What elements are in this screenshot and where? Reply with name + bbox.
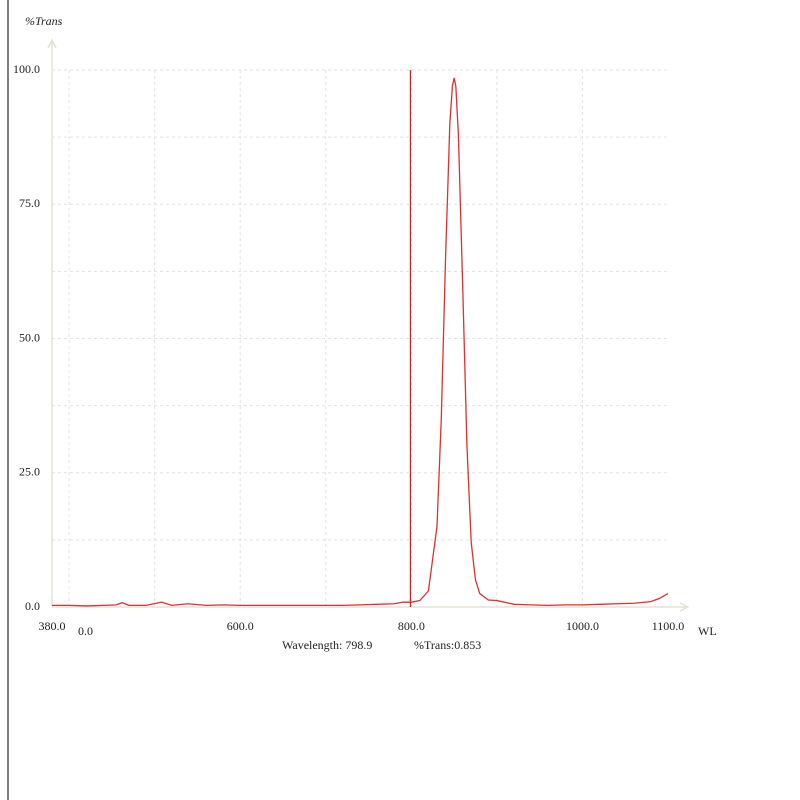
x-tick-label: 1100.0	[652, 619, 685, 633]
spectrum-line	[52, 77, 669, 607]
x-tick-label: 1000.0	[566, 619, 599, 633]
y-axis-label: %Trans	[25, 14, 63, 28]
origin-label: 0.0	[78, 624, 93, 638]
x-tick-label: 380.0	[39, 619, 66, 633]
cursor-wavelength: Wavelength: 798.9	[282, 638, 372, 652]
x-tick-label: 600.0	[227, 619, 254, 633]
y-tick-label: 50.0	[19, 330, 40, 344]
y-tick-label: 25.0	[19, 465, 40, 479]
axes	[47, 38, 690, 612]
y-tick-label: 75.0	[19, 196, 40, 210]
x-tick-label: 800.0	[398, 619, 425, 633]
y-tick-label: 0.0	[25, 599, 40, 613]
y-tick-label: 100.0	[13, 62, 40, 76]
x-axis-label: WL	[698, 624, 717, 638]
cursor-trans: %Trans:0.853	[414, 638, 481, 652]
